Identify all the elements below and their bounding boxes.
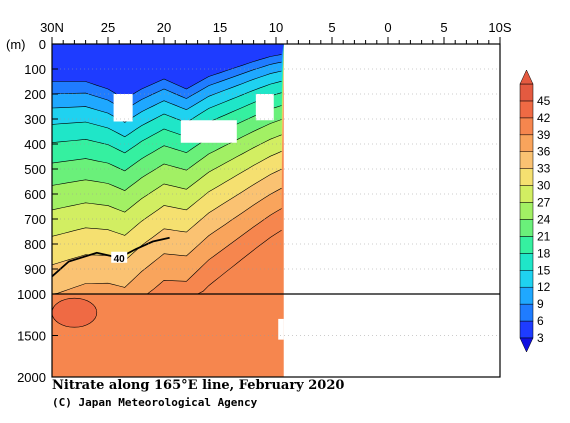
nitrate-field: 40 — [52, 44, 284, 377]
y-tick-label: 1000 — [17, 287, 46, 302]
x-tick-label: 5 — [440, 20, 447, 35]
contour-label-bg — [111, 251, 128, 263]
isoline-6 — [52, 61, 282, 111]
colorbar-swatch — [519, 151, 534, 169]
y-tick-label: 0 — [39, 37, 46, 52]
colorbar-label: 42 — [537, 111, 551, 125]
colorbar-swatch — [519, 83, 534, 102]
no-data-mask — [113, 94, 133, 122]
isoline-18 — [52, 105, 282, 172]
x-tick-label: 10 — [269, 20, 283, 35]
colorbar-swatch — [519, 168, 534, 186]
colorbar-label: 33 — [537, 162, 551, 176]
colorbar-swatch — [519, 303, 534, 322]
x-tick-label: 20 — [157, 20, 171, 35]
x-tick-label: 15 — [213, 20, 227, 35]
colorbar-label: 3 — [537, 331, 544, 345]
colorbar-top-arrow — [519, 69, 534, 85]
isoline-9 — [52, 70, 282, 123]
colorbar-swatch — [519, 117, 534, 136]
y-unit-label: (m) — [6, 37, 26, 52]
colorbar-label: 21 — [537, 229, 551, 243]
y-tick-label: 900 — [24, 262, 46, 277]
contour-label-40: 40 — [114, 254, 126, 265]
axes: 30N 25 20 15 10 5 0 5 10S 0 100 200 300 400 500 600 700 8… — [6, 20, 512, 385]
colorbar-label: 24 — [537, 212, 551, 226]
grid-lines — [52, 68, 500, 336]
colorbar-label: 9 — [537, 297, 544, 311]
no-data-mask — [278, 318, 284, 340]
colorbar-swatch — [519, 286, 534, 305]
colorbar-swatch — [519, 270, 534, 288]
colorbar-label: 15 — [537, 263, 551, 277]
isoline-27 — [52, 151, 282, 237]
colorbar-swatch — [519, 185, 534, 203]
x-tick-label: 0 — [384, 20, 391, 35]
no-data-mask — [180, 120, 237, 143]
isoline-3 — [52, 54, 282, 100]
colorbar-bottom-arrow — [519, 337, 534, 353]
y-tick-label: 800 — [24, 237, 46, 252]
x-tick-label: 30N — [40, 20, 64, 35]
missing-data-masks — [113, 94, 284, 340]
y-tick-label: 400 — [24, 137, 46, 152]
isoline-24 — [52, 134, 282, 213]
x-tick-label: 25 — [101, 20, 115, 35]
colorbar-swatch — [519, 219, 534, 237]
x-tick-label: 10S — [488, 20, 511, 35]
y-tick-label: 100 — [24, 62, 46, 77]
colorbar-label: 30 — [537, 179, 551, 193]
no-data-mask — [255, 94, 274, 121]
isoline-33 — [52, 187, 282, 295]
y-tick-label: 700 — [24, 212, 46, 227]
chart-credit: (C) Japan Meteorological Agency — [52, 396, 258, 409]
colorbar-label: 36 — [537, 145, 551, 159]
colorbar-label: 39 — [537, 128, 551, 142]
nitrate-band-3 — [52, 44, 284, 99]
y-tick-label: 500 — [24, 162, 46, 177]
colorbar-label: 6 — [537, 314, 544, 328]
chart-title: Nitrate along 165°E line, February 2020 — [52, 378, 345, 393]
colorbar-swatch — [519, 134, 534, 152]
y-tick-label: 300 — [24, 112, 46, 127]
colorbar-swatch — [519, 100, 534, 119]
colorbar-swatch — [519, 320, 534, 339]
isoline-21 — [52, 119, 282, 191]
colorbar-label: 45 — [537, 94, 551, 108]
y-tick-label: 600 — [24, 187, 46, 202]
y-tick-label: 1500 — [17, 329, 46, 344]
y-tick-label: 2000 — [17, 370, 46, 385]
colorbar-label: 27 — [537, 196, 551, 210]
x-tick-label: 5 — [328, 20, 335, 35]
deep-nitrate-maximum — [52, 297, 98, 328]
colorbar-swatch — [519, 202, 534, 220]
colorbar-label: 12 — [537, 280, 551, 294]
colorbar-swatch — [519, 253, 534, 271]
isoline-15 — [52, 92, 282, 154]
colorbar-swatch — [519, 236, 534, 254]
colorbar-label: 18 — [537, 246, 551, 260]
y-tick-label: 200 — [24, 87, 46, 102]
isoline-12 — [52, 80, 282, 138]
